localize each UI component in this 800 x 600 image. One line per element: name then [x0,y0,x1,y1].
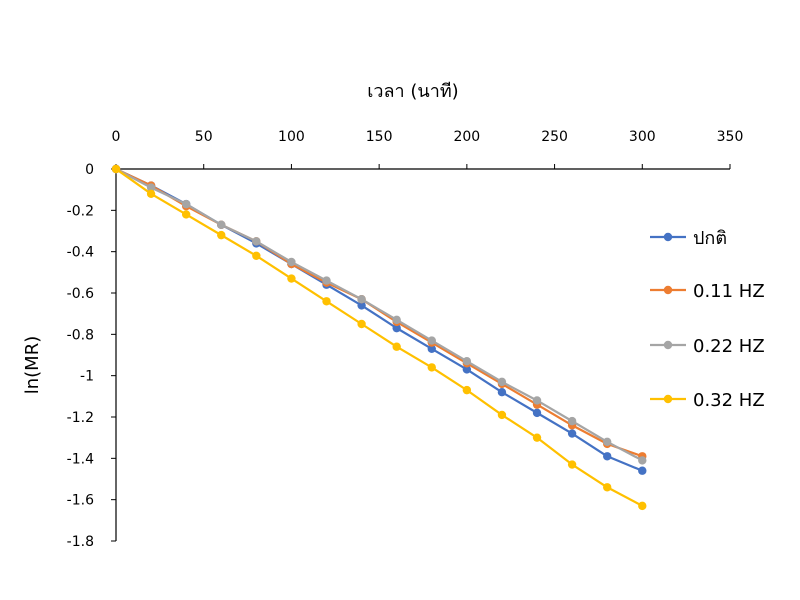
data-point [427,336,436,345]
data-point [638,466,647,475]
data-point [357,301,366,310]
x-tick-label: 350 [717,129,744,145]
legend-label: ปกติ [693,228,727,249]
data-point [497,388,507,397]
data-point [146,189,156,198]
data-point [427,363,436,372]
y-tick-label: 0 [85,162,94,178]
data-point [638,501,647,511]
series-2 [111,164,647,465]
data-point [497,377,507,387]
data-point [181,199,191,209]
y-tick-label: -0.6 [67,286,94,302]
legend: ปกติ 0.11 HZ 0.22 HZ 0.32 HZ [650,228,765,411]
series-line [115,168,643,472]
data-point [392,342,401,351]
legend-item: 0.32 HZ [650,390,765,411]
data-point [287,274,296,283]
data-point [532,396,542,405]
series-layer [111,164,647,511]
data-point [287,257,296,267]
data-point [322,297,331,306]
y-tick-label: -0.4 [67,245,94,261]
y-axis-title: ln(MR) [22,336,43,395]
series-line [115,168,643,458]
data-point [567,460,577,469]
y-tick-label: -1.8 [67,534,94,550]
data-point [603,452,612,461]
legend-marker [663,394,673,404]
legend-item: ปกติ [650,228,727,249]
y-tick-label: -0.8 [67,327,94,343]
data-point [322,276,331,285]
legend-marker [663,232,673,242]
data-point [603,483,612,492]
x-tick-label: 200 [453,129,480,145]
legend-item: 0.22 HZ [650,336,765,357]
y-tick-label: -1.4 [67,451,94,467]
series-line [115,168,643,507]
series-line [115,168,643,462]
data-point [462,385,472,395]
x-axis-title: เวลา (นาที) [367,81,458,102]
data-point [532,408,542,418]
data-point [638,456,647,465]
data-point [497,410,507,420]
legend-label: 0.32 HZ [693,390,765,411]
data-point [532,433,542,442]
x-tick-label: 250 [541,129,568,145]
data-point [392,323,401,333]
x-tick-label: 150 [366,129,393,145]
data-point [567,416,577,426]
data-point [111,164,121,174]
legend-marker [663,285,673,295]
data-point [392,315,401,325]
data-point [357,295,366,304]
y-tick-label: -0.2 [67,203,94,219]
legend-item: 0.11 HZ [650,281,765,302]
data-point [603,437,612,446]
x-axis-ticks: 0 50 100 150 200 250 300 350 [112,129,744,169]
y-axis-ticks: 0 -0.2 -0.4 -0.6 -0.8 -1 -1.2 -1.4 -1.6 -1.8 [67,162,116,550]
y-tick-label: -1.6 [67,493,94,509]
y-tick-label: -1 [80,369,94,385]
data-point [252,237,261,246]
data-point [567,429,577,438]
series-0 [111,164,647,475]
x-tick-label: 0 [112,129,121,145]
data-point [427,344,436,353]
series-1 [111,164,647,461]
data-point [357,319,366,329]
x-tick-label: 300 [629,129,656,145]
data-point [217,220,226,229]
series-3 [111,164,647,511]
data-point [462,357,472,366]
x-tick-label: 100 [278,129,305,145]
legend-label: 0.22 HZ [693,336,765,357]
data-point [146,183,156,192]
data-point [252,251,261,260]
data-point [217,230,226,240]
x-tick-label: 50 [195,129,213,145]
data-point [462,365,472,374]
legend-marker [663,340,673,350]
y-tick-label: -1.2 [67,410,94,426]
legend-label: 0.11 HZ [693,281,765,302]
data-point [181,210,191,219]
